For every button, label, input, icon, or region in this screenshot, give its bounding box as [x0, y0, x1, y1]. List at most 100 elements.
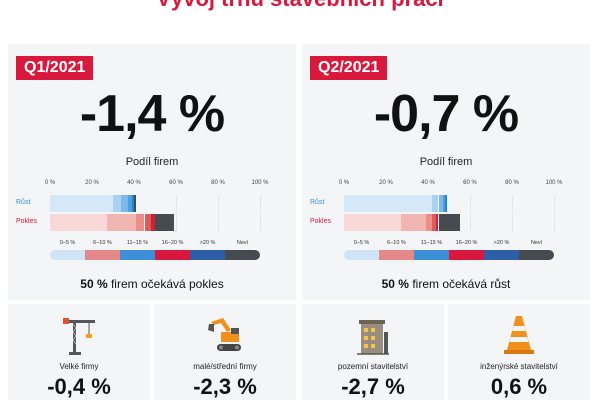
card-civil-engineering: inženýrské stavitelství 0,6 %: [448, 304, 590, 400]
legend-label: 11–15 %: [420, 240, 443, 246]
legend-swatch: [449, 250, 484, 260]
excavator-icon: [208, 318, 241, 351]
bar-segment: [442, 195, 445, 212]
legend-label: 16–20 %: [161, 240, 184, 246]
legend-label: 16–20 %: [455, 240, 478, 246]
legend-label: 6–10 %: [387, 240, 406, 246]
legend-swatch: [225, 250, 260, 260]
legend-color-bar: [50, 250, 260, 260]
legend-label: 0–5 %: [353, 240, 370, 246]
legend-label: >20 %: [199, 240, 216, 246]
gridline: [470, 195, 471, 212]
x-tick-label: 60 %: [169, 180, 183, 186]
card-value: -2,3 %: [193, 374, 257, 399]
row-label-rust: Růst: [16, 199, 31, 206]
bar-segment: [50, 195, 113, 212]
gridline: [260, 214, 261, 231]
card-label: malé/střední firmy: [193, 362, 257, 371]
summary-note: 50 % firem očekává pokles: [8, 277, 296, 291]
bar-segment: [144, 214, 151, 231]
card-value: -0,4 %: [47, 374, 111, 399]
bar-chart: Růst Pokles: [302, 190, 590, 236]
card-building-construction: pozemní stavitelství -2,7 %: [302, 304, 444, 400]
x-tick-label: 0 %: [44, 180, 56, 186]
bar-segment: [113, 195, 122, 212]
bar-segment: [155, 214, 174, 231]
bar-rust: [50, 195, 261, 212]
bar-segment: [444, 195, 447, 212]
bar-segment: [136, 214, 145, 231]
legend-swatch: [85, 250, 120, 260]
traffic-cone-icon: [504, 316, 534, 354]
panel-q2: Q2/2021 -0,7 % Podíl firem 0 % 20 % 40 % 60…: [302, 44, 590, 300]
gridline: [218, 214, 219, 231]
gridline: [176, 214, 177, 231]
note-text: firem očekává pokles: [107, 277, 224, 291]
gridline: [512, 214, 513, 231]
bar-segment: [134, 195, 137, 212]
legend-label: 0–5 %: [59, 240, 76, 246]
row-label-pokles: Pokles: [310, 218, 332, 225]
note-bold: 50 %: [80, 277, 108, 291]
bar-segment: [344, 195, 433, 212]
gridline: [470, 214, 471, 231]
x-tick-label: 60 %: [463, 180, 477, 186]
bar-rust: [344, 195, 555, 212]
bar-segment: [344, 214, 401, 231]
note-bold: 50 %: [381, 277, 409, 291]
legend: 0–5 % 6–10 % 11–15 % 16–20 % >20 % Neví: [50, 240, 260, 260]
bar-segment: [425, 214, 433, 231]
bar-segment: [50, 214, 107, 231]
panel-q1: Q1/2021 -1,4 % Podíl firem 0 % 20 % 40 % 60…: [8, 44, 296, 300]
gridline: [554, 214, 555, 231]
x-tick-label: 100 %: [251, 180, 269, 186]
bar-segment: [131, 195, 134, 212]
x-tick-label: 80 %: [505, 180, 519, 186]
bar-pokles: [344, 214, 555, 231]
chart-title: Podíl firem: [125, 156, 179, 168]
building-icon: [357, 320, 389, 355]
bar-chart: Růst Pokles: [8, 190, 296, 236]
legend-swatch: [120, 250, 155, 260]
gridline: [260, 195, 261, 212]
card-value: -2,7 %: [341, 374, 405, 399]
bar-segment: [436, 214, 439, 231]
chart-title: Podíl firem: [419, 156, 473, 168]
x-tick-label: 40 %: [421, 180, 435, 186]
bar-segment: [121, 195, 128, 212]
bar-segment: [438, 195, 443, 212]
x-tick-label: 20 %: [379, 180, 393, 186]
gridline: [218, 195, 219, 212]
crane-icon: [63, 318, 95, 355]
bar-segment: [106, 214, 137, 231]
legend-swatch: [414, 250, 449, 260]
x-tick-label: 100 %: [545, 180, 563, 186]
card-small-medium-firms: malé/střední firmy -2,3 %: [154, 304, 296, 400]
note-text: firem očekává růst: [408, 277, 511, 291]
legend-label: Neví: [236, 240, 249, 246]
x-axis-ticks: 0 % 20 % 40 % 60 % 80 % 100 %: [339, 180, 563, 190]
legend-label: Neví: [530, 240, 543, 246]
legend-swatch: [519, 250, 554, 260]
page-title: Vývoj trhu stavebních prací: [0, 0, 600, 12]
legend-swatch: [484, 250, 519, 260]
gridline: [512, 195, 513, 212]
legend-swatch: [190, 250, 225, 260]
summary-note: 50 % firem očekává růst: [302, 277, 590, 291]
card-value: 0,6 %: [490, 374, 548, 399]
x-tick-label: 40 %: [127, 180, 141, 186]
gridline: [176, 195, 177, 212]
bar-segment: [127, 195, 132, 212]
bar-pokles: [50, 214, 261, 231]
row-label-rust: Růst: [310, 199, 325, 206]
legend: 0–5 % 6–10 % 11–15 % 16–20 % >20 % Neví: [344, 240, 554, 260]
x-tick-label: 0 %: [338, 180, 350, 186]
headline-value: -0,7 %: [373, 85, 519, 143]
quarter-badge: Q2/2021: [310, 56, 388, 80]
x-tick-label: 80 %: [211, 180, 225, 186]
row-label-pokles: Pokles: [16, 218, 38, 225]
x-axis-ticks: 0 % 20 % 40 % 60 % 80 % 100 %: [45, 180, 269, 190]
card-label: pozemní stavitelství: [337, 362, 409, 371]
card-label: Velké firmy: [59, 362, 99, 371]
bar-segment: [432, 195, 439, 212]
